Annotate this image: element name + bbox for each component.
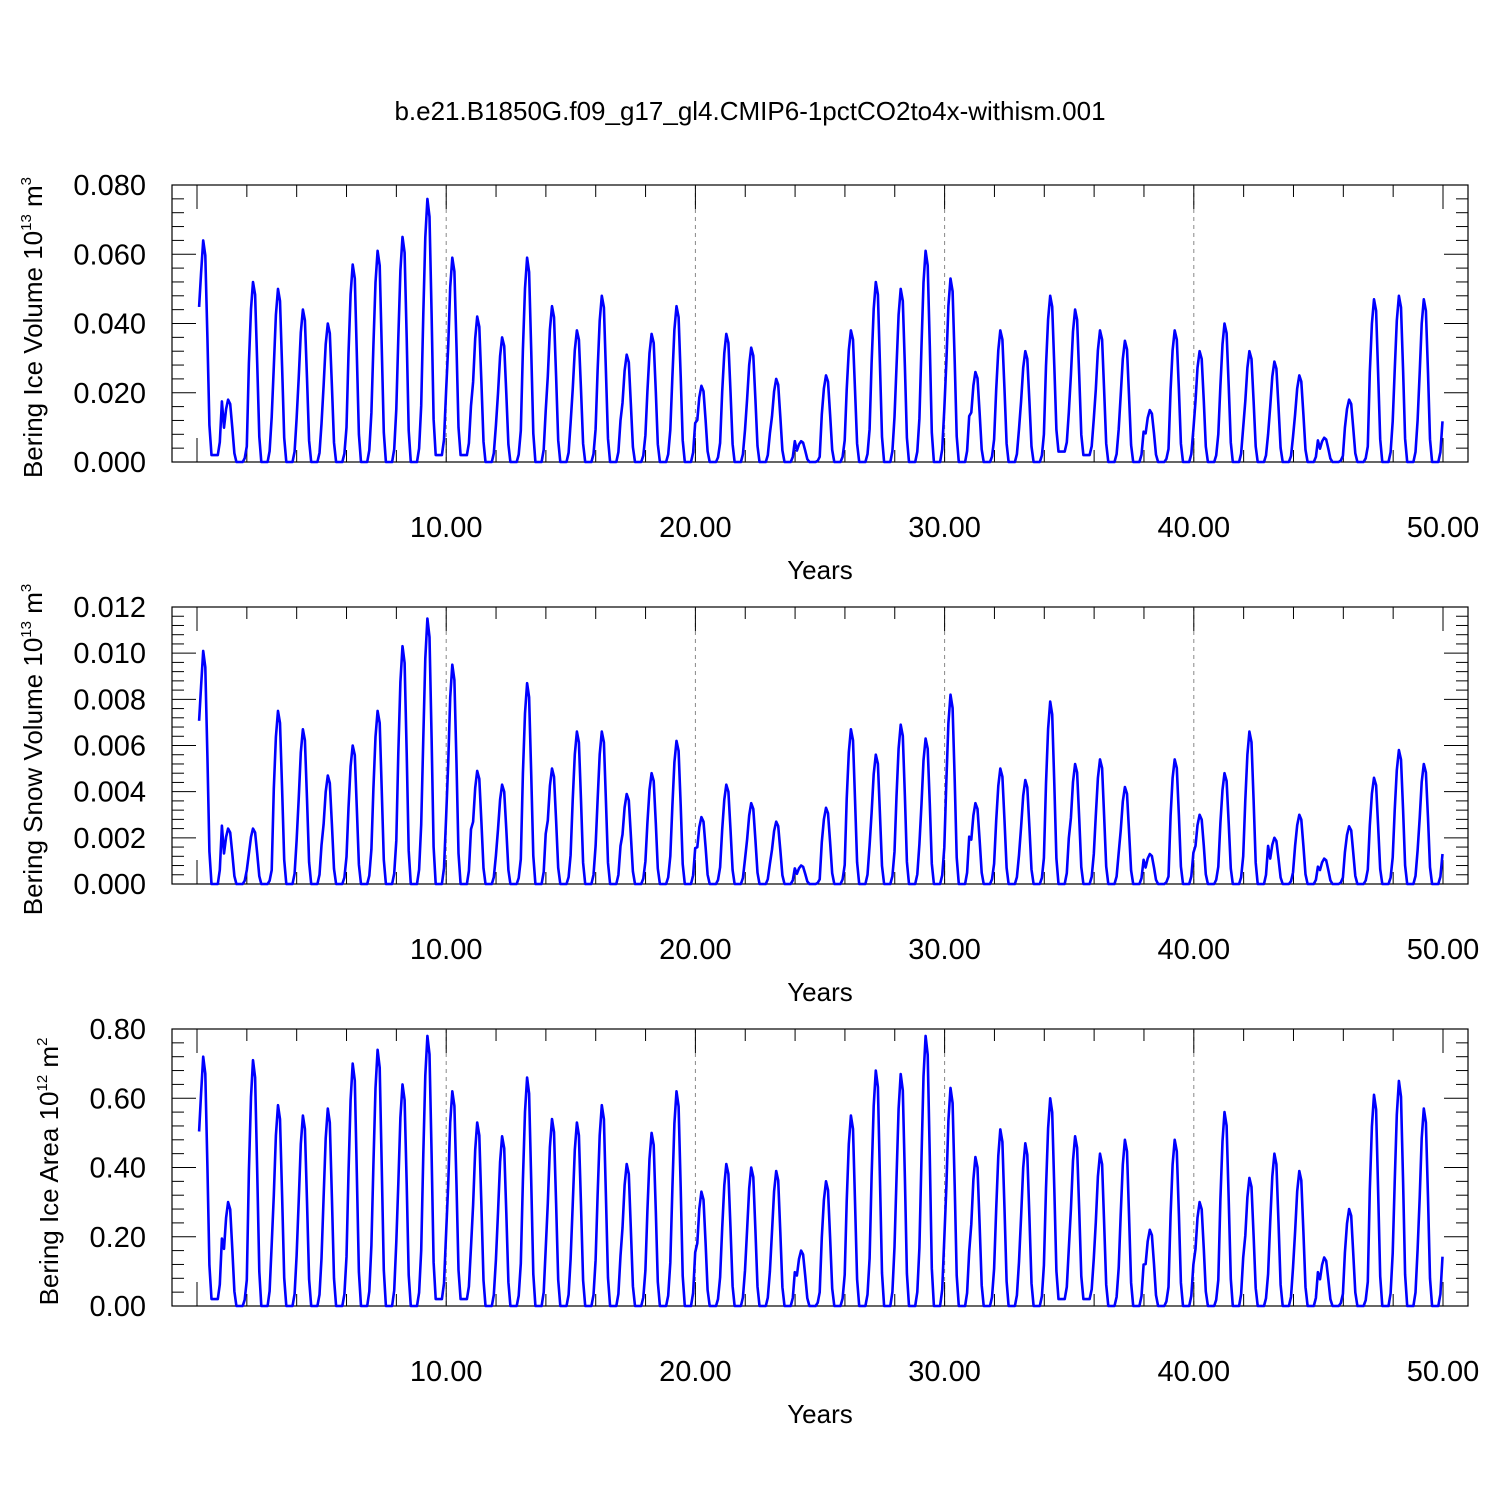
x-tick-label: 10.00 bbox=[410, 934, 483, 966]
y-tick-label: 0.000 bbox=[73, 869, 146, 901]
x-tick-label: 50.00 bbox=[1407, 1356, 1480, 1388]
x-tick-label: 30.00 bbox=[908, 512, 981, 544]
x-tick-label: 20.00 bbox=[659, 934, 732, 966]
y-tick-label: 0.060 bbox=[73, 239, 146, 271]
x-axis-label: Years bbox=[787, 1399, 853, 1429]
x-tick-label: 40.00 bbox=[1158, 512, 1231, 544]
y-tick-label: 0.020 bbox=[73, 378, 146, 410]
x-tick-label: 50.00 bbox=[1407, 934, 1480, 966]
y-tick-label: 0.006 bbox=[73, 731, 146, 763]
y-tick-label: 0.010 bbox=[73, 638, 146, 670]
y-tick-label: 0.040 bbox=[73, 309, 146, 341]
x-tick-label: 10.00 bbox=[410, 1356, 483, 1388]
y-tick-label: 0.012 bbox=[73, 592, 146, 624]
y-axis-label: Bering Snow Volume 1013 m3 bbox=[18, 584, 48, 915]
y-axis-label: Bering Ice Area 1012 m2 bbox=[34, 1038, 64, 1306]
x-tick-label: 20.00 bbox=[659, 1356, 732, 1388]
chart-panel-3: 0.00 0.20 0.40 0.60 0.80 10.00 20.00 30.00 40.00… bbox=[34, 1014, 1479, 1429]
y-tick-label: 0.00 bbox=[90, 1291, 146, 1323]
y-tick-label: 0.004 bbox=[73, 777, 146, 809]
data-series-line bbox=[197, 197, 1444, 464]
y-tick-label: 0.080 bbox=[73, 170, 146, 202]
x-tick-label: 40.00 bbox=[1158, 1356, 1231, 1388]
y-tick-label: 0.60 bbox=[90, 1083, 146, 1115]
x-tick-label: 50.00 bbox=[1407, 512, 1480, 544]
x-tick-label: 30.00 bbox=[908, 1356, 981, 1388]
data-series-line bbox=[197, 617, 1444, 886]
chart-panel-1: 0.000 0.020 0.040 0.060 0.080 10.00 20.00 30.00… bbox=[18, 170, 1479, 585]
y-tick-label: 0.80 bbox=[90, 1014, 146, 1046]
x-tick-label: 30.00 bbox=[908, 934, 981, 966]
y-tick-label: 0.008 bbox=[73, 684, 146, 716]
chart-panel-2: 0.000 0.002 0.004 0.006 0.008 0.010 0.012 10.00… bbox=[18, 584, 1479, 1007]
x-tick-label: 40.00 bbox=[1158, 934, 1231, 966]
x-tick-label: 20.00 bbox=[659, 512, 732, 544]
data-series-line bbox=[197, 1034, 1444, 1308]
x-tick-label: 10.00 bbox=[410, 512, 483, 544]
y-tick-label: 0.40 bbox=[90, 1153, 146, 1185]
y-tick-label: 0.002 bbox=[73, 823, 146, 855]
y-axis-label: Bering Ice Volume 1013 m3 bbox=[18, 177, 48, 478]
x-axis-label: Years bbox=[787, 977, 853, 1007]
y-tick-label: 0.20 bbox=[90, 1222, 146, 1254]
chart-title: b.e21.B1850G.f09_g17_gl4.CMIP6-1pctCO2to… bbox=[394, 96, 1105, 126]
plot-frame bbox=[171, 184, 1469, 463]
y-tick-label: 0.000 bbox=[73, 447, 146, 479]
x-axis-label: Years bbox=[787, 555, 853, 585]
